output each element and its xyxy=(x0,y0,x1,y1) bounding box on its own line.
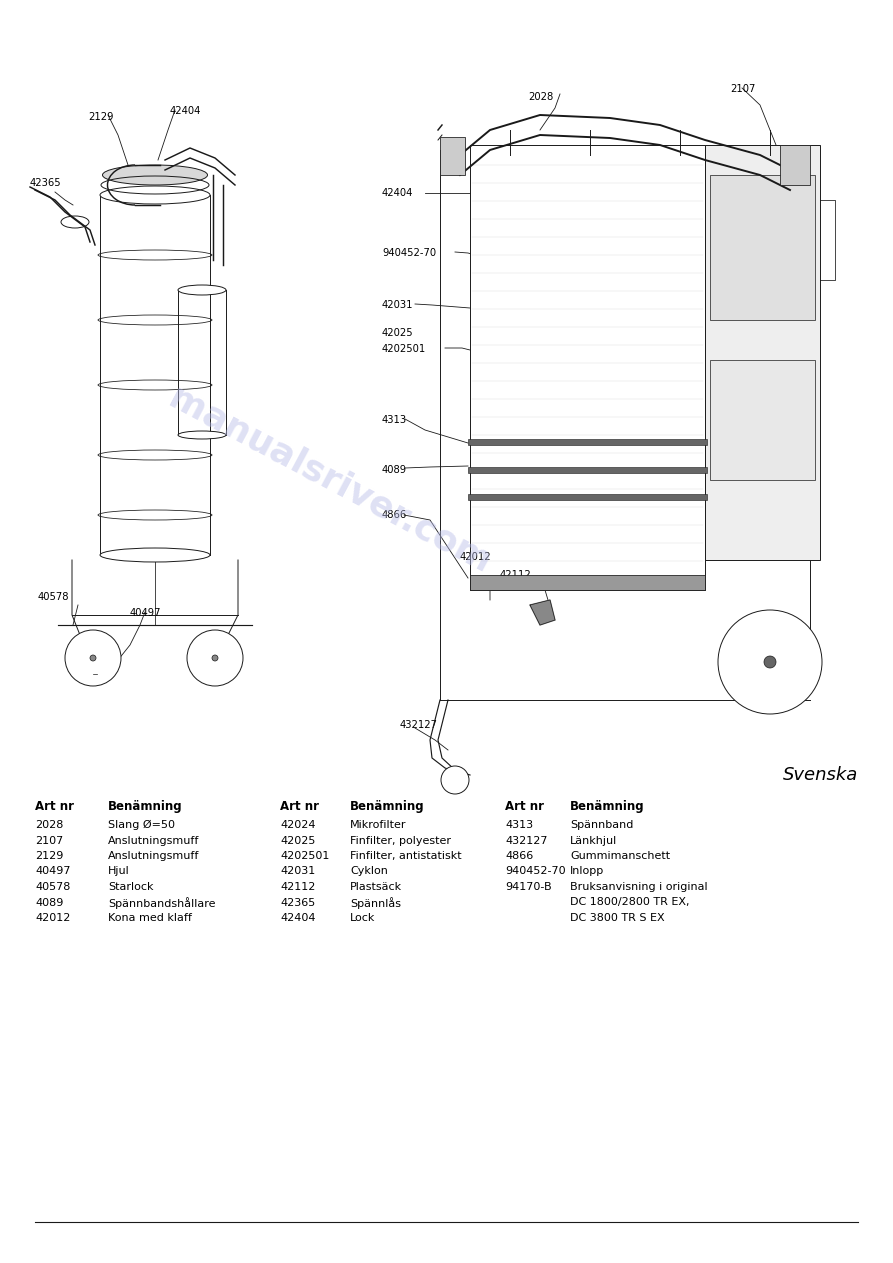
Bar xyxy=(710,176,815,320)
Text: DC 3800 TR S EX: DC 3800 TR S EX xyxy=(570,913,664,923)
Text: 4313: 4313 xyxy=(382,416,407,426)
Text: Art nr: Art nr xyxy=(35,799,74,813)
Text: 42365: 42365 xyxy=(30,178,62,188)
Text: 4866: 4866 xyxy=(382,510,407,520)
Text: 42012: 42012 xyxy=(35,913,71,923)
Text: 42404: 42404 xyxy=(280,913,315,923)
Text: 42024: 42024 xyxy=(280,820,315,830)
Text: 2129: 2129 xyxy=(35,851,63,861)
Text: 42012: 42012 xyxy=(460,552,492,562)
Text: Starlock: Starlock xyxy=(108,882,154,892)
Text: 40497: 40497 xyxy=(130,608,162,618)
Text: Benämning: Benämning xyxy=(570,799,645,813)
Polygon shape xyxy=(530,600,555,625)
Circle shape xyxy=(90,655,96,661)
Text: Slang Ø=50: Slang Ø=50 xyxy=(108,820,175,830)
Circle shape xyxy=(212,655,218,661)
Text: Länkhjul: Länkhjul xyxy=(570,836,617,845)
Bar xyxy=(470,145,705,590)
Text: 42025: 42025 xyxy=(280,836,315,845)
Text: 4866: 4866 xyxy=(505,851,533,861)
Bar xyxy=(468,494,707,500)
Text: Kona med klaff: Kona med klaff xyxy=(108,913,192,923)
Text: 42365: 42365 xyxy=(280,898,315,908)
Ellipse shape xyxy=(100,186,210,205)
Bar xyxy=(440,136,465,176)
Text: Inlopp: Inlopp xyxy=(570,866,605,877)
Text: Art nr: Art nr xyxy=(280,799,319,813)
Text: Spännbandshållare: Spännbandshållare xyxy=(108,898,215,909)
Text: Hjul: Hjul xyxy=(108,866,129,877)
Bar xyxy=(470,575,705,590)
Text: 432127: 432127 xyxy=(400,720,438,730)
Text: 2107: 2107 xyxy=(35,836,63,845)
Text: 2129: 2129 xyxy=(88,112,113,123)
Ellipse shape xyxy=(100,548,210,562)
Text: Mikrofilter: Mikrofilter xyxy=(350,820,406,830)
Text: Gummimanschett: Gummimanschett xyxy=(570,851,670,861)
Text: 42404: 42404 xyxy=(170,106,202,116)
Text: 42025: 42025 xyxy=(382,328,413,338)
Text: 40578: 40578 xyxy=(35,882,71,892)
Ellipse shape xyxy=(178,285,226,296)
Text: 940452-70: 940452-70 xyxy=(382,248,436,258)
Text: Spännband: Spännband xyxy=(570,820,633,830)
Text: Cyklon: Cyklon xyxy=(350,866,388,877)
Text: 4202501: 4202501 xyxy=(382,344,426,354)
Text: Lock: Lock xyxy=(350,913,375,923)
Ellipse shape xyxy=(178,431,226,440)
Bar xyxy=(705,145,820,560)
Text: 40578: 40578 xyxy=(38,592,70,602)
Text: DC 1800/2800 TR EX,: DC 1800/2800 TR EX, xyxy=(570,898,689,908)
Text: Anslutningsmuff: Anslutningsmuff xyxy=(108,836,199,845)
Text: manualsriver.com: manualsriver.com xyxy=(163,380,497,580)
Text: 4089: 4089 xyxy=(35,898,63,908)
Text: 2028: 2028 xyxy=(528,92,554,102)
Text: Finfilter, antistatiskt: Finfilter, antistatiskt xyxy=(350,851,462,861)
Text: 4089: 4089 xyxy=(382,465,407,475)
Text: 2028: 2028 xyxy=(35,820,63,830)
Text: Benämning: Benämning xyxy=(108,799,183,813)
Text: 940452-70: 940452-70 xyxy=(505,866,565,877)
Bar xyxy=(468,467,707,474)
Bar xyxy=(468,440,707,445)
Text: Svenska: Svenska xyxy=(783,765,858,784)
Text: Spännlås: Spännlås xyxy=(350,898,401,909)
Text: 94170-B: 94170-B xyxy=(505,882,552,892)
Circle shape xyxy=(65,630,121,686)
Circle shape xyxy=(764,655,776,668)
Text: 2107: 2107 xyxy=(730,85,755,93)
Text: 432127: 432127 xyxy=(505,836,547,845)
Bar xyxy=(710,360,815,480)
Text: 42031: 42031 xyxy=(280,866,315,877)
Text: Bruksanvisning i original: Bruksanvisning i original xyxy=(570,882,707,892)
Text: Anslutningsmuff: Anslutningsmuff xyxy=(108,851,199,861)
Ellipse shape xyxy=(103,165,207,184)
Text: 42404: 42404 xyxy=(382,188,413,198)
Text: Benämning: Benämning xyxy=(350,799,425,813)
Text: Plastsäck: Plastsäck xyxy=(350,882,402,892)
Circle shape xyxy=(187,630,243,686)
Text: Finfilter, polyester: Finfilter, polyester xyxy=(350,836,451,845)
Bar xyxy=(780,145,810,184)
Text: 42031: 42031 xyxy=(382,301,413,309)
Text: Art nr: Art nr xyxy=(505,799,544,813)
Text: 40497: 40497 xyxy=(35,866,71,877)
Circle shape xyxy=(441,765,469,794)
Text: 42112: 42112 xyxy=(280,882,315,892)
Circle shape xyxy=(718,610,822,714)
Text: 42112: 42112 xyxy=(500,570,531,580)
Text: 4202501: 4202501 xyxy=(280,851,330,861)
Text: 4313: 4313 xyxy=(505,820,533,830)
